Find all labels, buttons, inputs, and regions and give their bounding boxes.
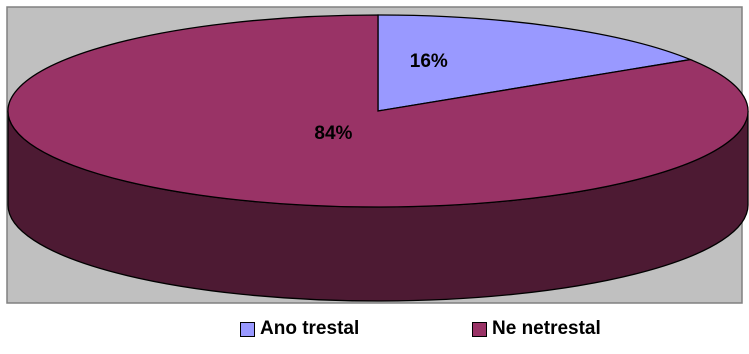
legend-swatch-ne-netrestal bbox=[472, 321, 487, 337]
legend-item-ne-netrestal: Ne netrestal bbox=[472, 318, 601, 340]
legend-label-ano-trestal: Ano trestal bbox=[260, 318, 360, 339]
legend-item-ano-trestal: Ano trestal bbox=[240, 318, 359, 340]
data-label-1: 84% bbox=[314, 123, 352, 144]
pie-slice-0 bbox=[377, 14, 693, 112]
legend: Ano trestal Ne netrestal bbox=[0, 318, 749, 348]
legend-swatch-ano-trestal bbox=[240, 321, 255, 337]
pie-chart: 16% 84% bbox=[6, 6, 749, 304]
data-label-0: 16% bbox=[410, 51, 448, 72]
legend-label-ne-netrestal: Ne netrestal bbox=[492, 318, 601, 339]
pie-slice-1 bbox=[7, 14, 749, 208]
